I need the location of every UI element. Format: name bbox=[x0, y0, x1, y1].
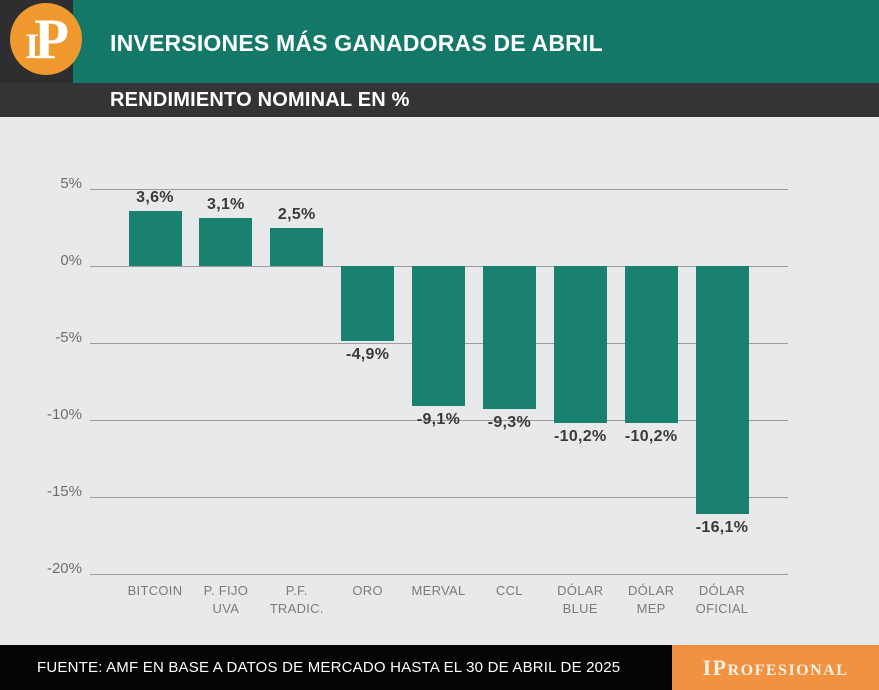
page-title: INVERSIONES MÁS GANADORAS DE ABRIL bbox=[110, 30, 603, 56]
y-axis-tick-label: 5% bbox=[60, 175, 82, 192]
bar-value-label: -4,9% bbox=[345, 346, 390, 364]
bar-oro bbox=[341, 266, 395, 342]
y-axis-tick-label: -20% bbox=[46, 560, 82, 577]
wordmark-small-letters: ROFESIONAL bbox=[727, 662, 849, 679]
bar-value-label: 3,1% bbox=[207, 196, 245, 214]
bar-merval bbox=[412, 266, 465, 407]
y-axis-tick-label: 0% bbox=[60, 252, 82, 269]
logo-letter-p: P bbox=[34, 8, 69, 71]
y-axis-tick-label: -15% bbox=[46, 483, 82, 500]
y-axis-tick-label: -5% bbox=[55, 329, 82, 346]
bar-value-label: -9,3% bbox=[487, 414, 532, 432]
bar-chart: 5% 0% -5% -10% -15% -20% 3,6% BITCOIN 3,1% P. FIJ… bbox=[0, 117, 879, 645]
x-axis-category-label: DÓLAR OFICIAL bbox=[695, 583, 749, 616]
bar-value-label: -9,1% bbox=[416, 411, 461, 429]
bar-p-f-tradic bbox=[270, 227, 324, 266]
bar-value-label: -10,2% bbox=[624, 428, 678, 446]
bar-bitcoin bbox=[128, 210, 182, 266]
x-axis-category-label: ORO bbox=[352, 583, 383, 598]
chart-subtitle: RENDIMIENTO NOMINAL EN % bbox=[110, 89, 410, 111]
x-axis-category-label: P. FIJO UVA bbox=[203, 583, 249, 616]
x-axis-category-label: DÓLAR BLUE bbox=[557, 583, 604, 616]
gridline--15% bbox=[90, 496, 788, 498]
source-text: FUENTE: AMF EN BASE A DATOS DE MERCADO H… bbox=[37, 659, 621, 676]
x-axis-category-label: MERVAL bbox=[411, 583, 466, 598]
wordmark-big-letters: IP bbox=[702, 655, 728, 680]
x-axis-category-label: DÓLAR MEP bbox=[627, 583, 675, 616]
gridline--10% bbox=[90, 419, 788, 421]
gridline--20% bbox=[90, 573, 788, 575]
bar-dolar-blue bbox=[553, 266, 607, 424]
bar-ccl bbox=[482, 266, 536, 410]
bar-dolar-oficial bbox=[695, 266, 749, 514]
footer: FUENTE: AMF EN BASE A DATOS DE MERCADO H… bbox=[0, 645, 879, 690]
gridline-5% bbox=[90, 188, 788, 190]
y-axis-tick-label: -10% bbox=[46, 406, 82, 423]
bar-value-label: -16,1% bbox=[695, 518, 749, 536]
title-bar: INVERSIONES MÁS GANADORAS DE ABRIL bbox=[73, 0, 879, 83]
logo-letter-i: I bbox=[25, 26, 39, 66]
iprofesional-wordmark: IPROFESIONAL bbox=[672, 645, 879, 690]
bar-dolar-mep bbox=[624, 266, 678, 424]
iprofesional-logo-icon: IP bbox=[10, 3, 82, 75]
x-axis-category-label: BITCOIN bbox=[127, 583, 183, 598]
bar-value-label: 2,5% bbox=[277, 205, 316, 223]
subtitle-bar: RENDIMIENTO NOMINAL EN % bbox=[0, 83, 879, 117]
bar-p-fijo-uva bbox=[199, 218, 253, 266]
bar-value-label: -10,2% bbox=[554, 428, 607, 446]
x-axis-category-label: CCL bbox=[495, 583, 523, 598]
bar-value-label: 3,6% bbox=[136, 188, 174, 206]
x-axis-category-label: P.F. TRADIC. bbox=[269, 583, 324, 616]
